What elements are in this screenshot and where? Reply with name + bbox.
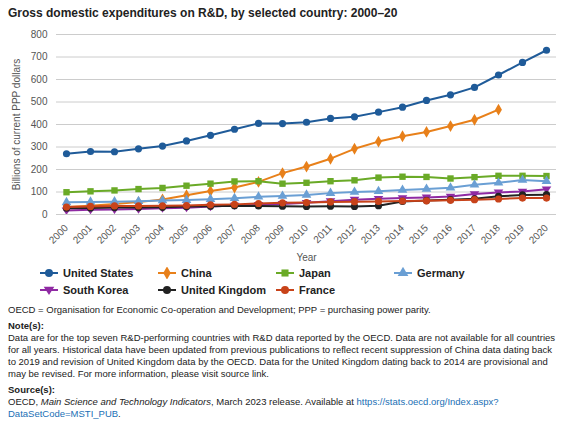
svg-text:Billions of current PPP dollar: Billions of current PPP dollars (11, 59, 22, 191)
html-text:OECD, Main Science and Technol: OECD, Main Science and Technology Indica… (8, 396, 499, 419)
svg-text:2016: 2016 (431, 222, 455, 246)
html-text:Japan: Japan (299, 266, 331, 279)
svg-text:300: 300 (31, 141, 48, 152)
html-text:United Kingdom: United Kingdom (181, 283, 266, 296)
html-text:Data are for the top seven R&D: Data are for the top seven R&D-performin… (8, 332, 555, 379)
html-text:United States: United States (63, 266, 134, 279)
svg-text:2006: 2006 (191, 222, 215, 246)
svg-text:100: 100 (31, 186, 48, 197)
svg-text:2000: 2000 (47, 222, 71, 246)
svg-text:2001: 2001 (71, 222, 95, 246)
svg-text:2009: 2009 (263, 222, 287, 246)
svg-text:2018: 2018 (479, 222, 503, 246)
html-text:China: China (181, 266, 212, 279)
svg-text:200: 200 (31, 164, 48, 175)
svg-text:2020: 2020 (527, 222, 551, 246)
svg-text:2017: 2017 (455, 222, 479, 246)
svg-text:2015: 2015 (407, 222, 431, 246)
svg-text:2019: 2019 (503, 222, 527, 246)
html-text:South Korea: South Korea (63, 283, 129, 296)
svg-text:2014: 2014 (383, 222, 407, 246)
svg-text:2002: 2002 (95, 222, 119, 246)
html-text:Source(s):: Source(s): (8, 384, 55, 395)
svg-text:2012: 2012 (335, 222, 359, 246)
svg-text:2008: 2008 (239, 222, 263, 246)
html-text:Gross domestic expenditures on: Gross domestic expenditures on R&D, by s… (8, 6, 398, 20)
svg-text:2010: 2010 (287, 222, 311, 246)
svg-text:0: 0 (42, 209, 48, 220)
svg-text:2005: 2005 (167, 222, 191, 246)
svg-text:400: 400 (31, 119, 48, 130)
svg-text:Year: Year (296, 252, 317, 263)
svg-text:800: 800 (31, 29, 48, 40)
svg-text:2003: 2003 (119, 222, 143, 246)
html-text:Note(s):: Note(s): (8, 320, 44, 331)
svg-text:2007: 2007 (215, 222, 239, 246)
svg-text:500: 500 (31, 96, 48, 107)
svg-text:700: 700 (31, 51, 48, 62)
html-text:OECD = Organisation for Econom: OECD = Organisation for Economic Co-oper… (8, 304, 431, 315)
svg-text:2013: 2013 (359, 222, 383, 246)
html-text:France: France (299, 283, 336, 296)
svg-text:600: 600 (31, 74, 48, 85)
svg-text:2011: 2011 (311, 222, 334, 245)
svg-text:2004: 2004 (143, 222, 167, 246)
html-text:Germany: Germany (417, 266, 465, 279)
